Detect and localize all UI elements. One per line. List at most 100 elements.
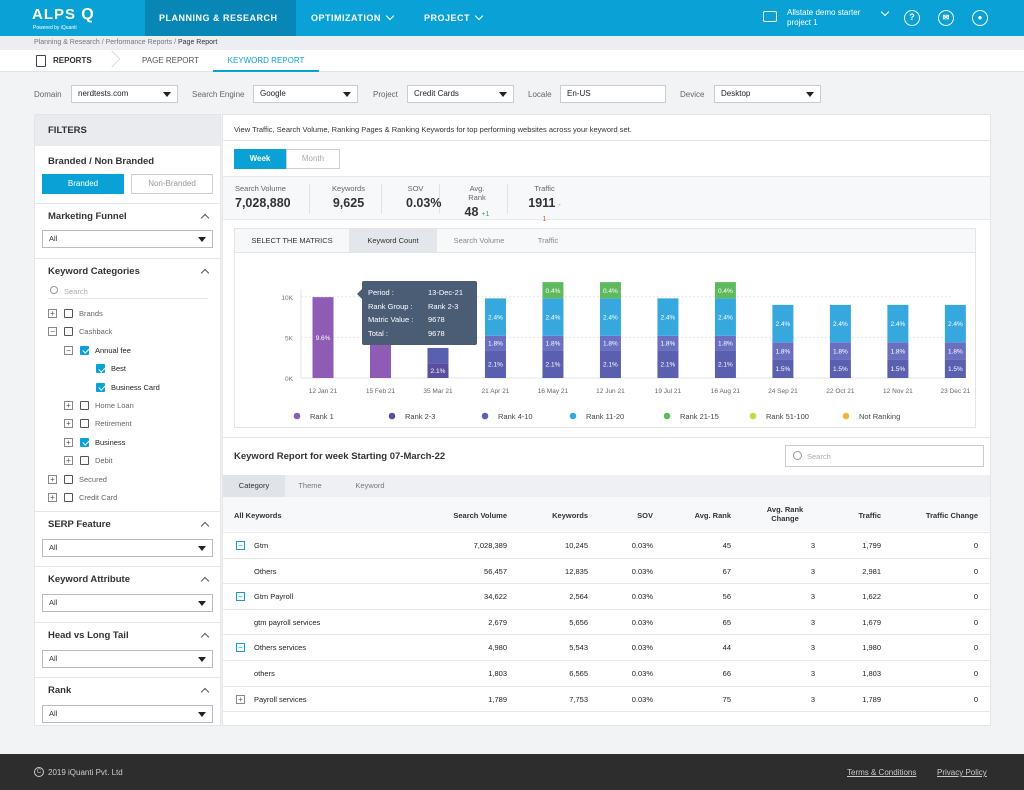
rank-select[interactable]: All: [42, 705, 213, 723]
breadcrumb-item[interactable]: Performance Reports: [105, 39, 173, 46]
tab-reports[interactable]: REPORTS: [53, 56, 92, 65]
project-select[interactable]: Credit Cards: [407, 85, 514, 103]
chart-bar-segment[interactable]: [714, 298, 736, 336]
legend-label[interactable]: Rank 21-15: [680, 412, 719, 421]
category-tree-item[interactable]: Business Card: [80, 382, 230, 394]
chart-bar-segment[interactable]: [714, 350, 736, 378]
chart-bar-segment[interactable]: [944, 342, 966, 360]
tab-page-report[interactable]: PAGE REPORT: [142, 56, 200, 65]
legend-label[interactable]: Rank 51-100: [766, 412, 809, 421]
expand-icon[interactable]: +: [64, 437, 73, 447]
chart-bar-segment[interactable]: [542, 350, 564, 378]
branded-button[interactable]: Branded: [42, 174, 124, 194]
table-row[interactable]: − Gtm Payroll 34,622 2,564 0.03% 56 3 1,622 0: [223, 583, 990, 608]
help-icon[interactable]: ?: [904, 10, 920, 26]
chevron-up-icon[interactable]: [200, 576, 210, 586]
chart-bar-segment[interactable]: [484, 298, 506, 336]
chart-bar-segment[interactable]: [714, 335, 736, 351]
legend-label[interactable]: Rank 4-10: [498, 412, 533, 421]
checkbox[interactable]: [64, 493, 73, 502]
locale-input[interactable]: En-US: [560, 85, 666, 103]
table-row[interactable]: + Payroll services 1,789 7,753 0.03% 75 3 1,789…: [223, 686, 990, 711]
chart-bar-segment[interactable]: [829, 342, 851, 360]
domain-select[interactable]: nerdtests.com: [71, 85, 178, 103]
checkbox[interactable]: [96, 382, 105, 392]
tab-theme[interactable]: Theme: [298, 481, 322, 490]
terms-link[interactable]: Terms & Conditions: [847, 768, 917, 777]
column-header[interactable]: Search Volume: [453, 511, 507, 520]
marketing-funnel-select[interactable]: All: [42, 230, 213, 248]
tab-keyword-report[interactable]: KEYWORD REPORT: [213, 50, 319, 72]
category-tree-item[interactable]: − Cashback: [48, 327, 198, 338]
tab-keyword[interactable]: Keyword: [355, 481, 385, 490]
table-row[interactable]: gtm payroll services 2,679 5,656 0.03% 65 3 1,…: [223, 609, 990, 634]
logo[interactable]: ALPS Q Powered by iQuanti: [32, 6, 95, 31]
expand-icon[interactable]: +: [64, 401, 73, 410]
category-tree-item[interactable]: + Retirement: [64, 419, 214, 430]
tab-category[interactable]: Category: [223, 475, 285, 497]
table-row[interactable]: − Others services 4,980 5,543 0.03% 44 3 1,980 0: [223, 634, 990, 659]
category-tree-item[interactable]: − Annual fee: [64, 345, 214, 357]
chart-bar-segment[interactable]: [599, 282, 621, 299]
chart-bar-segment[interactable]: [887, 304, 909, 343]
chart-bar-segment[interactable]: [887, 359, 909, 378]
chevron-up-icon[interactable]: [200, 521, 210, 531]
column-header[interactable]: Avg. Rank: [694, 511, 731, 520]
chart-bar-segment[interactable]: [829, 359, 851, 378]
table-row[interactable]: Others 56,457 12,835 0.03% 67 3 2,981 0: [223, 558, 990, 583]
nav-optimization[interactable]: OPTIMIZATION: [297, 0, 407, 36]
collapse-icon[interactable]: −: [64, 345, 73, 355]
week-button[interactable]: Week: [234, 149, 286, 169]
category-tree-item[interactable]: + Secured: [48, 474, 198, 486]
privacy-link[interactable]: Privacy Policy: [937, 768, 987, 777]
checkbox[interactable]: [80, 437, 89, 447]
checkbox[interactable]: [64, 474, 73, 484]
user-icon[interactable]: ●: [972, 10, 988, 26]
column-header[interactable]: All Keywords: [234, 511, 282, 520]
collapse-icon[interactable]: −: [48, 327, 57, 337]
chart-bar-segment[interactable]: [829, 304, 851, 343]
chart-bar-segment[interactable]: [772, 304, 794, 343]
chart-bar-segment[interactable]: [599, 298, 621, 336]
expand-icon[interactable]: +: [48, 309, 57, 318]
account-switcher[interactable]: Allstate demo starter project 1: [787, 8, 860, 28]
chevron-up-icon[interactable]: [200, 687, 210, 697]
chart-bar-segment[interactable]: [657, 298, 679, 336]
chart-bar-segment[interactable]: [542, 282, 564, 299]
chart-bar-segment[interactable]: [599, 335, 621, 351]
chevron-up-icon[interactable]: [200, 213, 210, 223]
category-tree-item[interactable]: + Home Loan: [64, 401, 214, 412]
expand-icon[interactable]: +: [236, 694, 245, 704]
chart-bar-segment[interactable]: [599, 350, 621, 378]
legend-label[interactable]: Rank 2-3: [405, 412, 435, 421]
engine-select[interactable]: Google: [253, 85, 358, 103]
nav-planning-research[interactable]: PLANNING & RESEARCH: [145, 0, 296, 57]
chevron-down-icon[interactable]: [880, 7, 890, 17]
category-search-input[interactable]: Search: [48, 285, 208, 299]
chart-bar-segment[interactable]: [944, 359, 966, 378]
category-tree-item[interactable]: Best: [80, 364, 230, 375]
device-select[interactable]: Desktop: [714, 85, 821, 103]
legend-label[interactable]: Rank 1: [310, 412, 334, 421]
collapse-icon[interactable]: −: [236, 592, 245, 602]
table-row[interactable]: − Gtm 7,028,389 10,245 0.03% 45 3 1,799 0: [223, 532, 990, 557]
category-tree-item[interactable]: + Debit: [64, 456, 214, 467]
expand-icon[interactable]: +: [64, 419, 73, 429]
breadcrumb-item[interactable]: Planning & Research: [34, 39, 100, 46]
column-header[interactable]: Keywords: [552, 511, 588, 520]
chart-bar-segment[interactable]: [657, 350, 679, 378]
chart-bar-segment[interactable]: [484, 335, 506, 351]
expand-icon[interactable]: +: [48, 474, 57, 484]
legend-label[interactable]: Rank 11-20: [586, 412, 624, 421]
non-branded-button[interactable]: Non-Branded: [131, 174, 213, 194]
column-header[interactable]: SOV: [637, 511, 653, 520]
tab-keyword-count[interactable]: Keyword Count: [349, 229, 437, 253]
checkbox[interactable]: [80, 456, 89, 466]
report-search-input[interactable]: Search: [785, 445, 984, 467]
checkbox[interactable]: [80, 419, 89, 429]
nav-project[interactable]: PROJECT: [410, 0, 496, 36]
category-tree-item[interactable]: + Business: [64, 437, 214, 449]
legend-label[interactable]: Not Ranking: [859, 412, 900, 421]
checkbox[interactable]: [64, 309, 73, 318]
tab-search-volume[interactable]: Search Volume: [453, 236, 505, 245]
